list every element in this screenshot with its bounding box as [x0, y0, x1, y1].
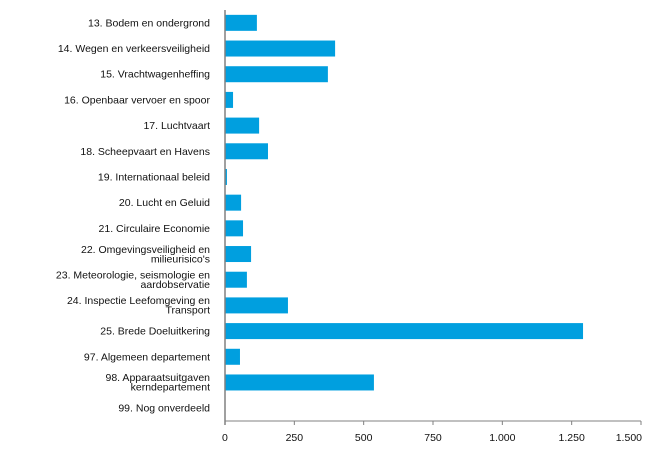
x-tick-label: 1.500	[616, 432, 642, 444]
bar	[225, 374, 374, 391]
bar	[225, 246, 252, 263]
category-label: 19. Internationaal beleid	[98, 171, 210, 183]
bar	[225, 348, 240, 365]
category-label: 97. Algemeen departement	[84, 351, 210, 363]
category-label: 13. Bodem en ondergrond	[88, 17, 210, 29]
bar	[225, 143, 268, 160]
bar	[225, 220, 244, 237]
x-tick-label: 1.000	[489, 432, 515, 444]
category-label: 98. Apparaatsuitgaven kerndepartement	[106, 372, 211, 394]
category-label: 99. Nog onverdeeld	[118, 403, 210, 415]
x-tick-label: 0	[222, 432, 228, 444]
category-label: 14. Wegen en verkeersveiligheid	[58, 43, 210, 55]
category-label: 20. Lucht en Geluid	[119, 197, 210, 209]
category-label: 18. Scheepvaart en Havens	[80, 146, 210, 158]
bar	[225, 297, 288, 314]
category-label: 23. Meteorologie, seismologie en aardobse…	[56, 269, 210, 291]
bar	[225, 66, 328, 83]
bar	[225, 14, 257, 31]
bar	[225, 271, 247, 288]
category-label: 24. Inspectie Leefomgeving en Transport	[67, 295, 210, 317]
category-label: 22. Omgevingsveiligheid en milieurisico's	[81, 244, 210, 266]
category-label: 25. Brede Doeluitkering	[100, 326, 210, 338]
x-tick-label: 500	[355, 432, 373, 444]
x-tick-label: 1.250	[559, 432, 585, 444]
bar	[225, 40, 336, 57]
bar	[225, 323, 584, 340]
bar	[225, 91, 234, 108]
x-tick-label: 750	[424, 432, 442, 444]
bar	[225, 168, 227, 185]
bar	[225, 194, 242, 211]
category-label: 16. Openbaar vervoer en spoor	[64, 94, 210, 106]
category-label: 21. Circulaire Economie	[99, 223, 211, 235]
x-tick-label: 250	[286, 432, 304, 444]
category-label: 17. Luchtvaart	[143, 120, 210, 132]
category-label: 15. Vrachtwagenheffing	[100, 69, 210, 81]
bar	[225, 117, 260, 134]
